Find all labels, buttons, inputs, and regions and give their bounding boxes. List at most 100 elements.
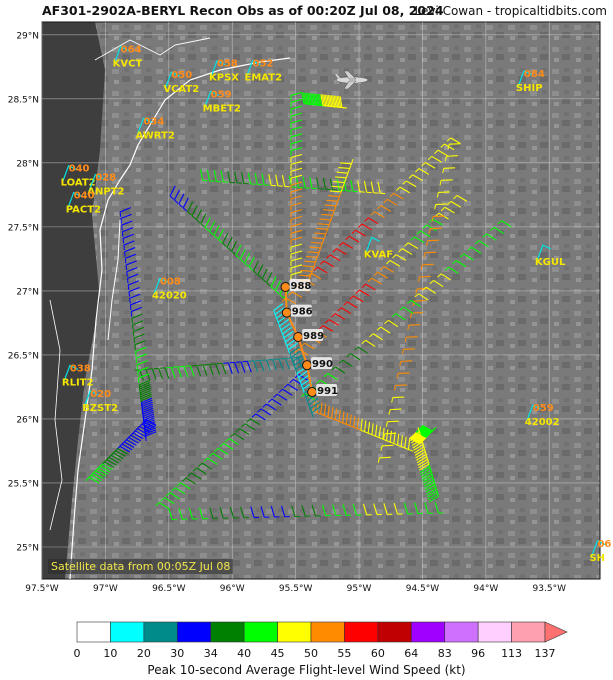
wind-barb [185,477,196,485]
wind-barb [438,191,450,193]
wind-barb-flag [421,162,426,167]
wind-barb [141,403,153,410]
flight-wind-barbs [85,91,512,520]
wind-barb-flag [294,348,299,353]
wind-barb [212,452,223,460]
wind-barb-flag [124,258,127,264]
wind-barb [281,175,286,187]
wind-barb [290,133,303,138]
wind-barb [234,362,240,374]
station-wind-barb [245,59,261,77]
wind-barb [418,428,430,435]
wind-barb [380,326,391,334]
wind-barb [130,300,142,306]
wind-barb [250,418,261,426]
wind-barb-flag [427,155,433,161]
wind-barb-flag [402,180,407,185]
station-wind-barb [365,236,380,254]
wind-barb-flag [325,319,330,324]
wind-barb-flag [129,298,131,304]
station-wind-barb [62,164,77,182]
wind-barb [418,463,430,471]
wind-barb [389,259,401,267]
wind-barb-flag [262,403,267,408]
wind-barb-flag [369,333,374,338]
wind-barb [302,176,306,188]
lat-tick-label: 26°N [16,415,39,425]
wind-barb [168,508,173,520]
lon-tick-label: 97°W [93,584,118,594]
wind-barb-flag [428,228,431,234]
wind-barb [227,171,231,183]
wind-barb [456,194,468,202]
wind-barb [374,211,385,218]
wind-barb-flag [132,324,134,330]
wind-barb [318,94,322,106]
wind-barb [247,172,252,184]
wind-barb [293,358,304,366]
station-wind-barb [63,364,79,382]
station-temp-value: 040 [74,191,95,202]
wind-barb [416,430,427,438]
wind-barb [316,177,320,189]
wind-barb [227,362,233,374]
wind-barb [110,454,122,462]
wind-barb [139,381,151,388]
station-id-label: KVCT [113,59,143,70]
wind-barb [282,326,293,335]
wind-barb [419,427,430,435]
wind-barb [412,174,423,182]
wind-barb-flag [434,204,437,210]
wind-barb [140,395,152,402]
wind-barb [410,299,421,308]
wind-barb [421,425,433,432]
station-temp-value: 050 [171,70,192,81]
lon-tick-label: 95.5°W [279,584,313,594]
wind-barb [260,408,272,416]
wind-barb-flag [414,293,419,298]
wind-barb [312,237,325,240]
wind-barb-flag [267,398,273,403]
wind-barb [342,359,353,367]
wind-barb [319,218,331,221]
wind-barb [244,252,251,264]
wind-barb [200,213,207,224]
wind-barb-flag [128,291,130,297]
wind-barb [338,96,341,108]
wind-barb [274,307,285,315]
station-id-label: BZST2 [82,403,118,414]
wind-barb [420,468,431,476]
wind-barb [427,490,438,498]
wind-barb-flag [313,266,318,271]
station-wind-barb [83,390,99,408]
wind-barb [343,179,347,191]
wind-barb [141,423,153,431]
wind-barb [379,456,391,459]
wind-barb [323,260,334,268]
wind-barb [309,177,313,189]
wind-barb [266,403,277,411]
center-fix-marker [280,282,291,293]
colorbar-tick-label: 96 [471,647,485,660]
wind-barb-flag [440,206,446,212]
wind-barb [128,286,140,293]
lat-tick-label: 27.5°N [8,223,39,233]
wind-barb-flag [311,266,315,272]
wind-barb-flag [288,291,293,296]
wind-barb [123,240,135,246]
colorbar-tick-label: 55 [337,647,351,660]
aircraft-icon [335,70,369,90]
wind-barb [91,474,102,482]
wind-barb [425,161,436,169]
wind-barb [307,92,311,105]
wind-barb [297,357,303,369]
wind-barb-flag [399,361,402,367]
wind-barb-flag [415,288,418,294]
lat-tick-label: 25.5°N [8,479,39,489]
wind-barb [290,126,303,131]
wind-barb [189,365,195,377]
station-wind-barb [136,117,152,135]
center-fix-track: 988 986 989 990 991 [280,279,338,398]
wind-barb [363,420,367,432]
wind-barb [385,429,389,441]
